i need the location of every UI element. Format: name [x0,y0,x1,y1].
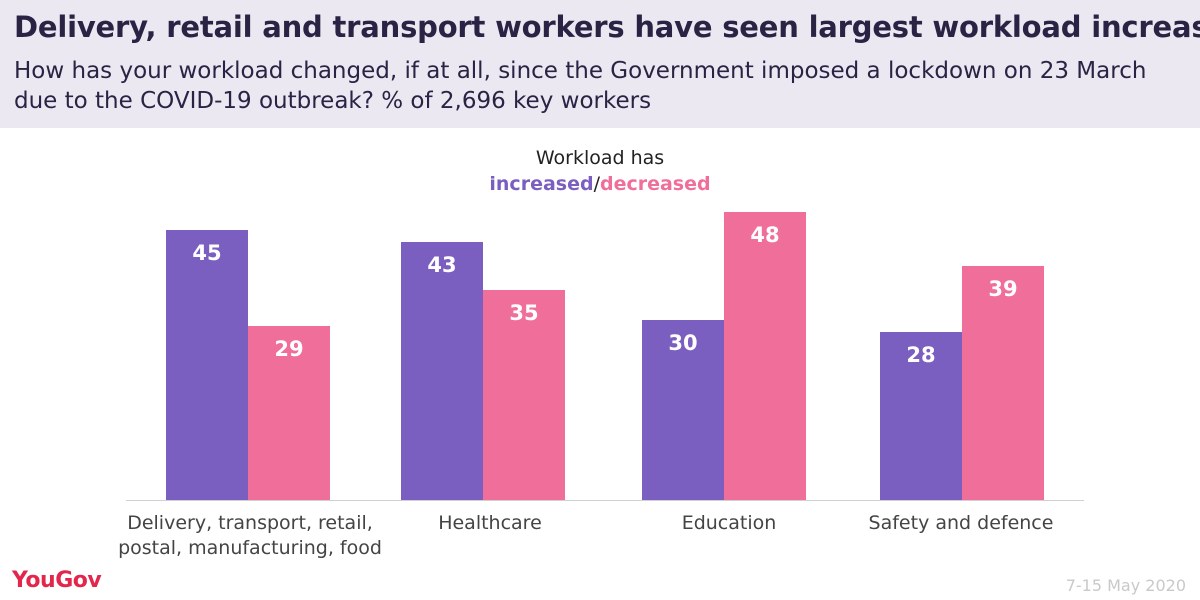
data-label-increased-3: 28 [906,343,935,367]
bar-decreased-2 [724,212,806,500]
bar-increased-0 [166,230,248,500]
data-label-increased-2: 30 [668,331,697,355]
legend-increased: increased [489,173,594,195]
legend: Workload has increased/decreased [0,145,1200,197]
bar-decreased-0 [248,326,330,500]
data-label-increased-1: 43 [427,253,456,277]
bar-decreased-1 [483,290,565,500]
yougov-logo: YouGov [12,568,102,593]
category-label-line: Healthcare [438,512,542,534]
data-label-decreased-0: 29 [274,337,303,361]
legend-separator: / [593,173,600,195]
bar-decreased-3 [962,266,1044,500]
category-label-delivery: Delivery, transport, retail, postal, man… [110,511,390,561]
category-label-safety: Safety and defence [821,511,1101,536]
category-label-healthcare: Healthcare [350,511,630,536]
category-label-line: Delivery, transport, retail, [127,512,373,534]
category-label-education: Education [589,511,869,536]
bar-increased-3 [880,332,962,500]
chart-subtitle: How has your workload changed, if at all… [14,58,1147,114]
category-label-line: postal, manufacturing, food [118,537,382,559]
date-label: 7-15 May 2020 [1065,576,1186,595]
legend-series: increased/decreased [0,171,1200,197]
data-label-decreased-3: 39 [988,277,1017,301]
data-label-increased-0: 45 [192,241,221,265]
legend-decreased: decreased [599,173,711,195]
data-label-decreased-1: 35 [509,301,538,325]
bar-increased-2 [642,320,724,500]
chart-title: Delivery, retail and transport workers h… [14,10,1200,44]
bar-increased-1 [401,242,483,500]
header-band: Delivery, retail and transport workers h… [0,0,1200,128]
legend-caption: Workload has [535,147,665,169]
category-label-line: Education [681,512,777,534]
data-label-decreased-2: 48 [750,223,779,247]
category-label-line: Safety and defence [868,512,1054,534]
